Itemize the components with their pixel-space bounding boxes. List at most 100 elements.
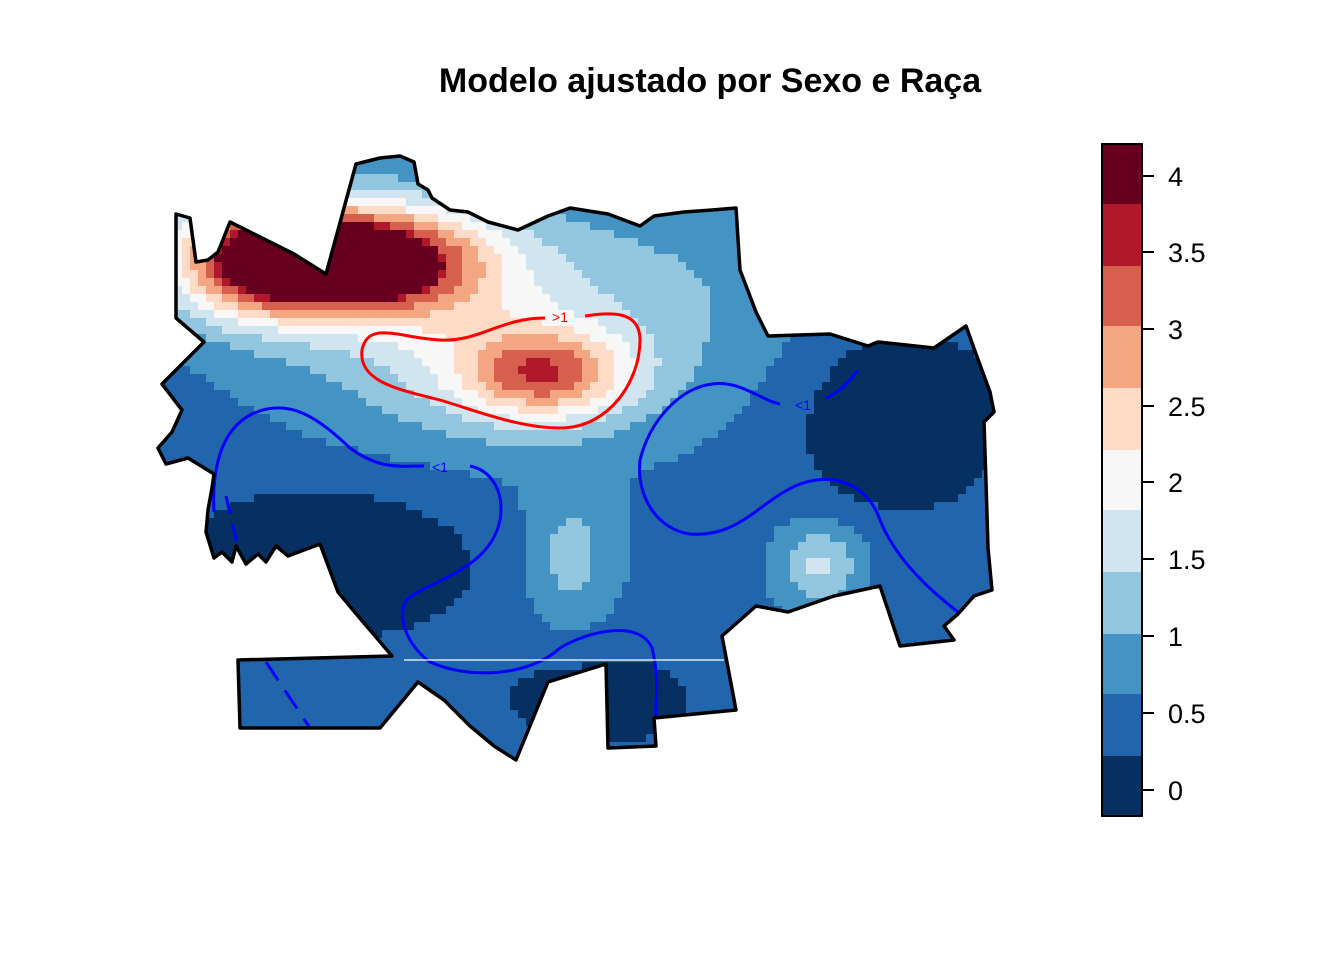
- surface-cell: [246, 406, 255, 415]
- surface-cell: [526, 406, 535, 415]
- surface-cell: [590, 158, 599, 167]
- surface-cell: [686, 398, 695, 407]
- surface-cell: [718, 156, 727, 159]
- surface-cell: [790, 502, 799, 511]
- surface-cell: [854, 230, 863, 239]
- surface-cell: [414, 438, 423, 447]
- surface-cell: [790, 398, 799, 407]
- surface-cell: [374, 166, 383, 175]
- surface-cell: [574, 398, 583, 407]
- surface-cell: [822, 446, 831, 455]
- surface-cell: [582, 174, 591, 183]
- surface-cell: [286, 510, 295, 519]
- surface-cell: [782, 238, 791, 247]
- surface-cell: [878, 254, 887, 263]
- surface-cell: [558, 350, 567, 359]
- surface-cell: [254, 334, 263, 343]
- surface-cell: [614, 294, 623, 303]
- surface-cell: [238, 326, 247, 335]
- surface-cell: [254, 358, 263, 367]
- surface-cell: [406, 262, 415, 271]
- surface-cell: [422, 174, 431, 183]
- surface-cell: [814, 156, 823, 159]
- surface-cell: [758, 446, 767, 455]
- surface-cell: [414, 374, 423, 383]
- surface-cell: [486, 190, 495, 199]
- surface-cell: [718, 174, 727, 183]
- surface-cell: [830, 254, 839, 263]
- surface-cell: [926, 422, 935, 431]
- surface-cell: [286, 270, 295, 279]
- surface-cell: [542, 318, 551, 327]
- surface-cell: [246, 446, 255, 455]
- surface-cell: [790, 238, 799, 247]
- surface-cell: [742, 374, 751, 383]
- surface-cell: [678, 254, 687, 263]
- surface-cell: [614, 182, 623, 191]
- surface-cell: [486, 462, 495, 471]
- surface-cell: [662, 438, 671, 447]
- surface-cell: [398, 158, 407, 167]
- surface-cell: [958, 374, 967, 383]
- surface-cell: [486, 422, 495, 431]
- surface-cell: [526, 294, 535, 303]
- surface-cell: [510, 206, 519, 215]
- surface-cell: [422, 190, 431, 199]
- surface-cell: [990, 462, 994, 471]
- surface-cell: [918, 166, 927, 175]
- surface-cell: [958, 342, 967, 351]
- surface-cell: [678, 158, 687, 167]
- surface-cell: [958, 156, 967, 159]
- surface-cell: [246, 510, 255, 519]
- surface-cell: [894, 158, 903, 167]
- surface-cell: [774, 342, 783, 351]
- surface-cell: [710, 238, 719, 247]
- surface-cell: [646, 382, 655, 391]
- surface-cell: [534, 350, 543, 359]
- surface-cell: [494, 334, 503, 343]
- surface-cell: [454, 350, 463, 359]
- surface-cell: [486, 342, 495, 351]
- surface-cell: [342, 446, 351, 455]
- surface-cell: [590, 318, 599, 327]
- surface-cell: [902, 182, 911, 191]
- surface-cell: [318, 374, 327, 383]
- surface-cell: [510, 166, 519, 175]
- surface-cell: [670, 390, 679, 399]
- surface-cell: [342, 294, 351, 303]
- surface-cell: [550, 214, 559, 223]
- surface-cell: [982, 174, 991, 183]
- surface-cell: [342, 390, 351, 399]
- surface-cell: [534, 190, 543, 199]
- surface-cell: [430, 158, 439, 167]
- surface-cell: [582, 390, 591, 399]
- surface-cell: [358, 430, 367, 439]
- surface-cell: [670, 174, 679, 183]
- surface-cell: [462, 254, 471, 263]
- surface-cell: [742, 406, 751, 415]
- surface-cell: [726, 510, 735, 519]
- surface-cell: [406, 414, 415, 423]
- surface-cell: [582, 294, 591, 303]
- surface-cell: [694, 230, 703, 239]
- surface-cell: [406, 470, 415, 479]
- surface-cell: [806, 206, 815, 215]
- surface-cell: [390, 342, 399, 351]
- surface-cell: [702, 262, 711, 271]
- surface-cell: [974, 406, 983, 415]
- surface-cell: [830, 366, 839, 375]
- surface-cell: [438, 326, 447, 335]
- surface-cell: [982, 156, 991, 159]
- surface-cell: [830, 486, 839, 495]
- surface-cell: [398, 222, 407, 231]
- surface-cell: [422, 294, 431, 303]
- surface-cell: [934, 470, 943, 479]
- surface-cell: [710, 406, 719, 415]
- surface-cell: [822, 302, 831, 311]
- surface-cell: [830, 350, 839, 359]
- surface-cell: [334, 342, 343, 351]
- surface-cell: [806, 454, 815, 463]
- surface-cell: [886, 262, 895, 271]
- surface-cell: [582, 382, 591, 391]
- surface-cell: [958, 262, 967, 271]
